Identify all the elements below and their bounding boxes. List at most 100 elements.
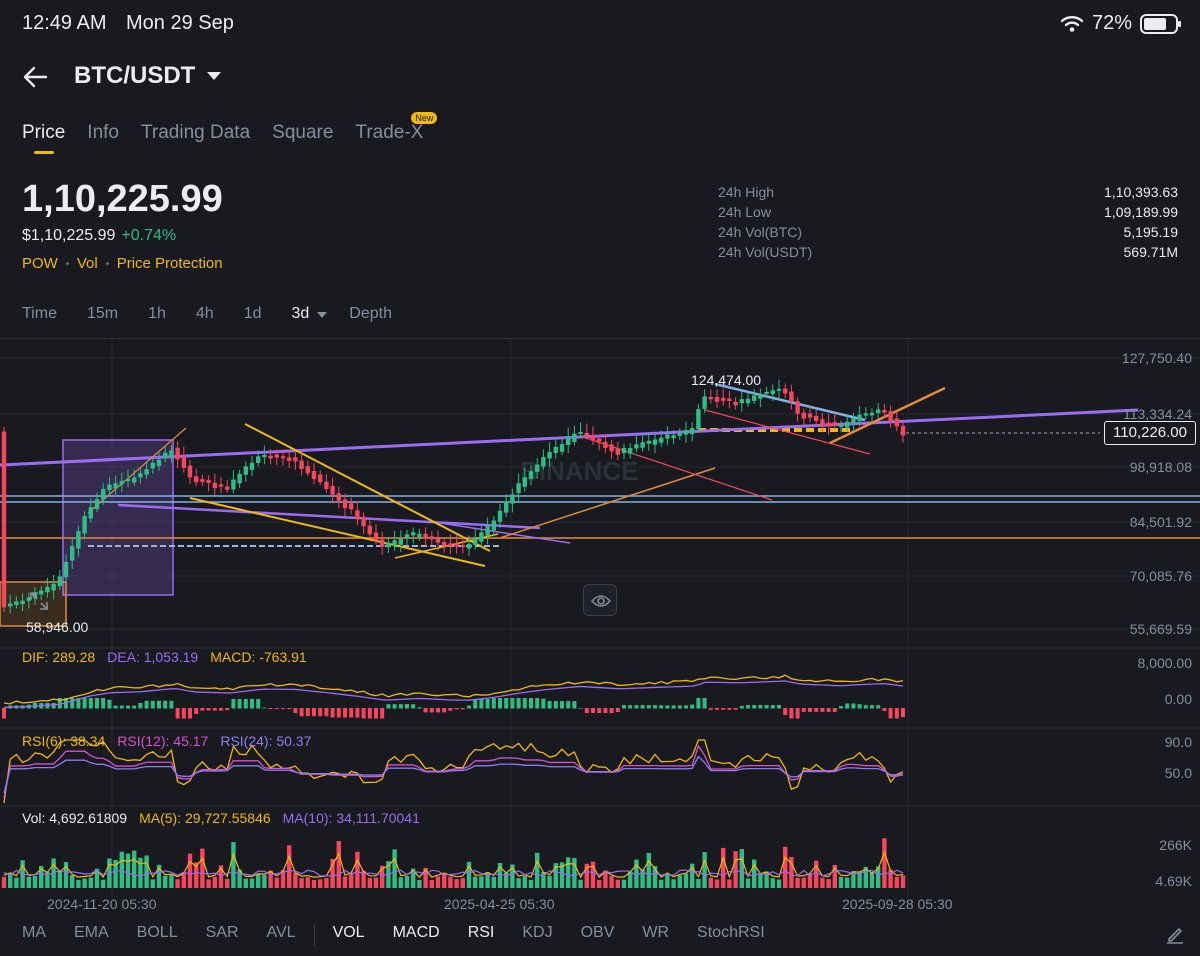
macd-bar	[498, 698, 502, 709]
macd-bar	[901, 708, 905, 718]
tab-info[interactable]: Info	[87, 122, 119, 143]
status-time: 12:49 AM	[22, 12, 107, 34]
volume-bar	[677, 875, 682, 888]
interval-15m[interactable]: 15m	[86, 305, 119, 322]
interval-depth[interactable]: Depth	[349, 305, 392, 322]
macd-histogram	[2, 698, 905, 719]
indicator-sar[interactable]: SAR	[205, 924, 239, 941]
indicator-ma[interactable]: MA	[22, 924, 46, 941]
candle	[838, 425, 844, 428]
macd-bar	[212, 708, 217, 711]
volume-bar	[70, 875, 75, 888]
macd-bar	[702, 698, 707, 709]
candle	[510, 494, 515, 504]
indicator-separator	[313, 924, 315, 946]
macd-bar	[547, 701, 552, 709]
indicator-obv[interactable]: OBV	[580, 924, 615, 941]
channel-line	[704, 409, 871, 455]
volume-bar	[838, 876, 844, 888]
visibility-toggle[interactable]	[583, 584, 617, 616]
candle	[758, 394, 763, 399]
tag-vol[interactable]: Vol	[76, 255, 98, 272]
candle	[107, 484, 112, 491]
volume-bar	[26, 876, 31, 888]
macd-bar	[349, 708, 354, 718]
candle	[783, 388, 788, 394]
macd-bar	[758, 705, 763, 709]
volume-bar	[882, 838, 887, 888]
volume-bar	[553, 863, 558, 888]
volume-bar	[578, 879, 583, 888]
interval-1h[interactable]: 1h	[148, 305, 166, 322]
candle	[888, 411, 893, 422]
tag-pow[interactable]: POW	[22, 255, 58, 272]
macd-bar	[597, 708, 602, 713]
candle	[646, 440, 651, 444]
indicator-ema[interactable]: EMA	[74, 924, 109, 941]
candle	[187, 465, 193, 478]
macd-bar	[653, 705, 657, 709]
interval-3d[interactable]: 3d	[291, 305, 310, 322]
macd-bar	[76, 698, 81, 709]
indicator-avl[interactable]: AVL	[266, 924, 296, 941]
candle	[900, 425, 906, 436]
tab-square[interactable]: Square	[272, 122, 334, 143]
volume-bar	[249, 878, 255, 888]
candle	[404, 534, 410, 538]
macd-bar	[690, 704, 695, 709]
macd-bar	[231, 699, 236, 709]
macd-axis-label: 0.00	[1164, 691, 1192, 707]
macd-bar	[646, 705, 651, 709]
candle	[845, 421, 850, 428]
indicator-vol[interactable]: VOL	[332, 924, 365, 941]
candle	[367, 525, 372, 535]
indicator-stochrsi[interactable]: StochRSI	[697, 924, 765, 941]
candle	[262, 454, 267, 458]
tab-trade-x[interactable]: Trade-X New	[355, 112, 438, 144]
edit-indicators-icon[interactable]	[1164, 924, 1186, 946]
volume-bar	[888, 869, 893, 888]
candle	[733, 401, 738, 406]
macd-dea-line	[3, 680, 904, 708]
battery-icon	[1140, 13, 1181, 34]
volume-bar	[733, 851, 738, 888]
chevron-down-icon[interactable]	[317, 312, 328, 318]
expand-icon[interactable]	[28, 590, 50, 612]
indicator-kdj[interactable]: KDJ	[522, 924, 553, 941]
stat-row: 24h Vol(USDT) 569.71M	[718, 244, 1178, 264]
indicator-boll[interactable]: BOLL	[136, 924, 178, 941]
high-label: 124,474.00	[691, 372, 762, 388]
trend-line	[829, 386, 946, 445]
indicator-rsi[interactable]: RSI	[467, 924, 495, 941]
candle	[32, 592, 38, 599]
volume-bar	[820, 877, 825, 888]
indicator-macd[interactable]: MACD	[392, 924, 440, 941]
tab-price[interactable]: Price	[22, 122, 66, 154]
candle	[20, 600, 25, 605]
usd-price: $1,10,225.99	[22, 227, 116, 244]
candle	[411, 532, 416, 536]
interval-time[interactable]: Time	[22, 305, 57, 322]
macd-bar	[820, 708, 825, 712]
candle	[547, 451, 552, 459]
back-arrow-icon[interactable]	[20, 62, 50, 92]
candle	[832, 422, 837, 426]
macd-legend: DIF: 289.28 DEA: 1,053.19 MACD: -763.91	[22, 649, 307, 665]
interval-1d[interactable]: 1d	[243, 305, 262, 322]
candle	[659, 437, 664, 443]
macd-bar	[789, 708, 794, 719]
pair-selector[interactable]: BTC/USDT	[74, 62, 222, 90]
interval-4h[interactable]: 4h	[195, 305, 214, 322]
candle	[628, 447, 633, 454]
volume-bar	[404, 876, 410, 888]
candles	[1, 379, 906, 614]
candle	[535, 464, 540, 472]
volume-bar	[497, 862, 503, 888]
volume-bar	[845, 877, 850, 888]
indicator-wr[interactable]: WR	[642, 924, 670, 941]
tag-price-protection[interactable]: Price Protection	[116, 255, 223, 272]
candle	[299, 460, 304, 469]
volume-bar	[448, 876, 453, 888]
tab-trading-data[interactable]: Trading Data	[141, 122, 251, 143]
price-chart[interactable]: BINANCE	[0, 338, 1200, 898]
